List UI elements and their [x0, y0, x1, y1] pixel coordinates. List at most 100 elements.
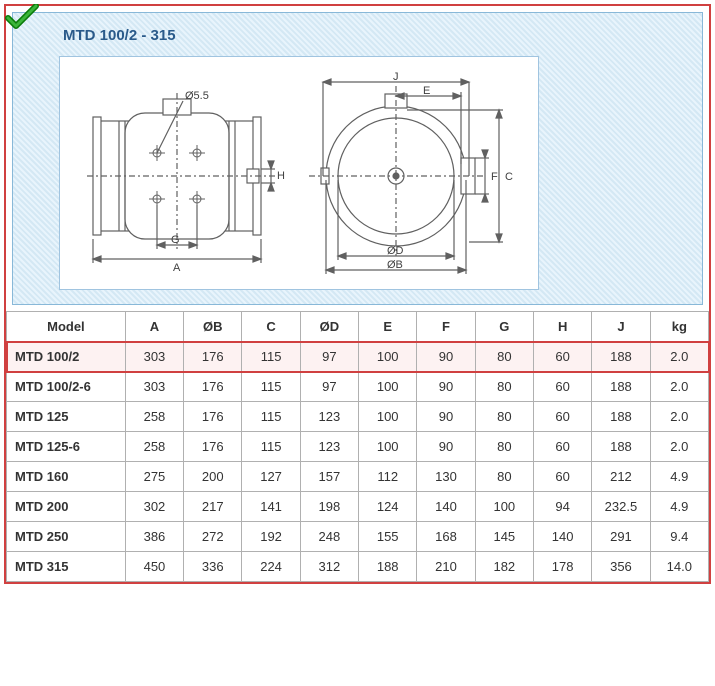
cell-value: 224: [242, 552, 300, 582]
cell-value: 302: [125, 492, 183, 522]
label-C: C: [505, 171, 513, 183]
label-F: F: [491, 171, 498, 183]
cell-value: 123: [300, 432, 358, 462]
label-phiB: ØB: [387, 259, 403, 271]
cell-model: MTD 125-6: [7, 432, 126, 462]
cell-value: 192: [242, 522, 300, 552]
cell-value: 188: [592, 342, 650, 372]
cell-value: 127: [242, 462, 300, 492]
cell-value: 200: [184, 462, 242, 492]
cell-value: 94: [533, 492, 591, 522]
cell-value: 100: [359, 402, 417, 432]
cell-value: 100: [359, 372, 417, 402]
table-row: MTD 2503862721922481551681451402919.4: [7, 522, 709, 552]
cell-value: 303: [125, 372, 183, 402]
cell-value: 60: [533, 462, 591, 492]
cell-value: 176: [184, 372, 242, 402]
col-J: J: [592, 312, 650, 342]
cell-value: 258: [125, 402, 183, 432]
cell-value: 141: [242, 492, 300, 522]
cell-value: 178: [533, 552, 591, 582]
cell-value: 60: [533, 432, 591, 462]
col-phiD: ØD: [300, 312, 358, 342]
col-C: C: [242, 312, 300, 342]
cell-value: 272: [184, 522, 242, 552]
cell-value: 232.5: [592, 492, 650, 522]
cell-model: MTD 250: [7, 522, 126, 552]
cell-value: 291: [592, 522, 650, 552]
cell-value: 123: [300, 402, 358, 432]
drawing-frame: Ø5.5 A G H: [59, 56, 539, 290]
cell-value: 188: [592, 372, 650, 402]
main-container: MTD 100/2 - 315: [4, 4, 711, 584]
cell-value: 140: [533, 522, 591, 552]
col-E: E: [359, 312, 417, 342]
cell-value: 198: [300, 492, 358, 522]
cell-value: 115: [242, 432, 300, 462]
cell-model: MTD 200: [7, 492, 126, 522]
cell-model: MTD 100/2-6: [7, 372, 126, 402]
label-A: A: [173, 262, 181, 273]
cell-value: 90: [417, 372, 475, 402]
table-row: MTD 1252581761151231009080601882.0: [7, 402, 709, 432]
cell-value: 9.4: [650, 522, 708, 552]
cell-value: 275: [125, 462, 183, 492]
cell-value: 248: [300, 522, 358, 552]
label-phiD: ØD: [387, 245, 404, 257]
diagram-title: MTD 100/2 - 315: [63, 27, 688, 44]
label-J: J: [393, 71, 399, 83]
cell-value: 4.9: [650, 462, 708, 492]
cell-value: 60: [533, 372, 591, 402]
cell-value: 386: [125, 522, 183, 552]
cell-value: 60: [533, 342, 591, 372]
cell-value: 312: [300, 552, 358, 582]
cell-value: 176: [184, 402, 242, 432]
cell-value: 130: [417, 462, 475, 492]
cell-value: 115: [242, 372, 300, 402]
cell-value: 155: [359, 522, 417, 552]
table-row: MTD 100/2303176115971009080601882.0: [7, 342, 709, 372]
cell-value: 124: [359, 492, 417, 522]
cell-value: 168: [417, 522, 475, 552]
cell-value: 157: [300, 462, 358, 492]
cell-value: 80: [475, 462, 533, 492]
table-row: MTD 16027520012715711213080602124.9: [7, 462, 709, 492]
diagram-panel: MTD 100/2 - 315: [12, 12, 703, 305]
cell-value: 80: [475, 432, 533, 462]
cell-value: 115: [242, 402, 300, 432]
cell-value: 140: [417, 492, 475, 522]
cell-value: 100: [475, 492, 533, 522]
cell-value: 182: [475, 552, 533, 582]
label-G: G: [171, 234, 180, 246]
cell-value: 450: [125, 552, 183, 582]
cell-model: MTD 125: [7, 402, 126, 432]
cell-value: 2.0: [650, 372, 708, 402]
cell-model: MTD 100/2: [7, 342, 126, 372]
label-H: H: [277, 170, 285, 182]
cell-value: 115: [242, 342, 300, 372]
cell-value: 90: [417, 342, 475, 372]
cell-value: 90: [417, 402, 475, 432]
label-E: E: [423, 85, 430, 97]
table-row: MTD 100/2-6303176115971009080601882.0: [7, 372, 709, 402]
cell-value: 2.0: [650, 432, 708, 462]
cell-value: 100: [359, 432, 417, 462]
cell-model: MTD 315: [7, 552, 126, 582]
col-A: A: [125, 312, 183, 342]
cell-value: 210: [417, 552, 475, 582]
table-row: MTD 125-62581761151231009080601882.0: [7, 432, 709, 462]
table-row: MTD 20030221714119812414010094232.54.9: [7, 492, 709, 522]
cell-value: 80: [475, 372, 533, 402]
cell-value: 2.0: [650, 402, 708, 432]
cell-value: 188: [359, 552, 417, 582]
table-row: MTD 31545033622431218821018217835614.0: [7, 552, 709, 582]
col-model: Model: [7, 312, 126, 342]
cell-value: 2.0: [650, 342, 708, 372]
table-header-row: Model A ØB C ØD E F G H J kg: [7, 312, 709, 342]
col-H: H: [533, 312, 591, 342]
col-phiB: ØB: [184, 312, 242, 342]
cell-value: 188: [592, 402, 650, 432]
cell-value: 356: [592, 552, 650, 582]
col-kg: kg: [650, 312, 708, 342]
cell-value: 14.0: [650, 552, 708, 582]
